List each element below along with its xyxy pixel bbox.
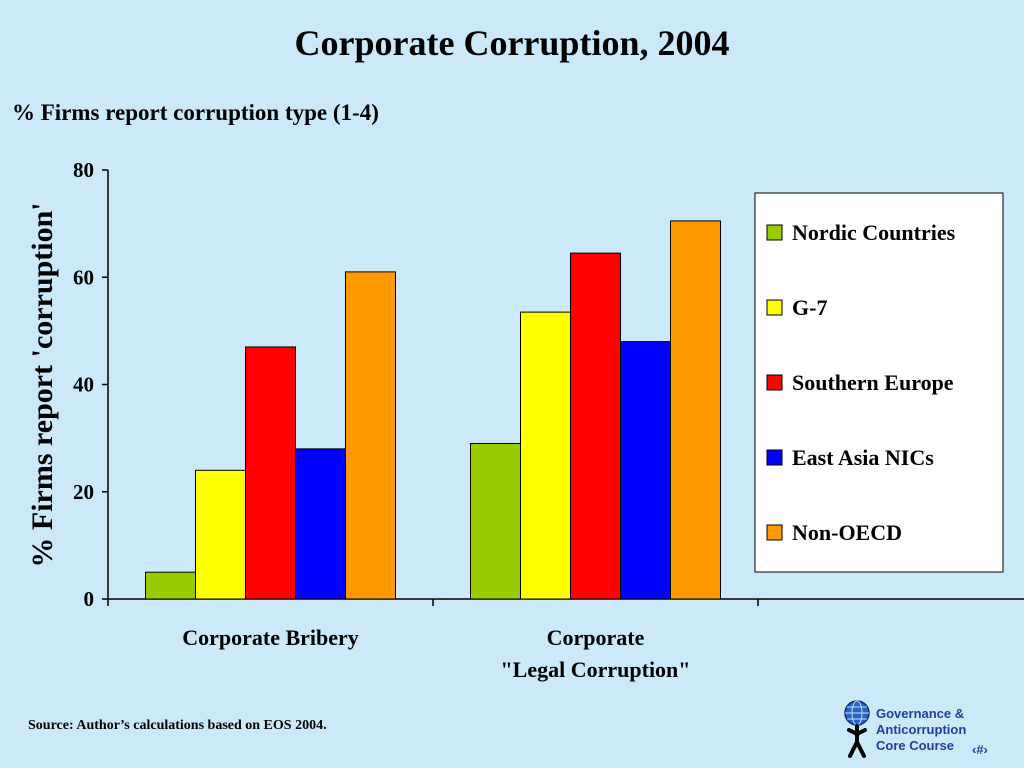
bar (520, 311, 571, 600)
logo-text: Governance & Anticorruption Core Course (876, 706, 966, 754)
x-category-label: Corporate (547, 625, 645, 650)
bar (470, 442, 521, 600)
y-tick-label: 0 (84, 587, 95, 611)
bar (670, 220, 721, 600)
bar (195, 469, 246, 600)
chart-title: Corporate Corruption, 2004 (294, 23, 730, 63)
globe-logo-icon (844, 700, 870, 758)
y-tick-label: 20 (73, 480, 94, 504)
legend (754, 192, 1004, 573)
y-tick-label: 80 (73, 158, 94, 182)
y-tick-label: 60 (73, 265, 94, 289)
bar (570, 252, 621, 600)
legend-swatch (766, 374, 783, 391)
bar (345, 271, 396, 600)
bar (295, 448, 346, 600)
logo-line-3: Core Course (876, 738, 955, 753)
x-category-label: "Legal Corruption" (500, 657, 690, 682)
legend-swatch (766, 524, 783, 541)
chart-subtitle: % Firms report corruption type (1-4) (12, 100, 379, 125)
bar (145, 571, 196, 600)
bar (245, 346, 296, 600)
legend-label: Non-OECD (792, 520, 902, 545)
legend-swatch (766, 449, 783, 466)
x-category-label: Corporate Bribery (182, 625, 359, 650)
source-note: Source: Author’s calculations based on E… (28, 718, 327, 733)
bar (620, 341, 671, 600)
page-number: ‹#› (972, 742, 988, 757)
legend-swatch (766, 224, 783, 241)
y-axis-title: % Firms report 'corruption' (26, 202, 59, 567)
legend-label: Southern Europe (792, 370, 954, 395)
bar-chart: 0 20 40 60 80 % Firms report 'corruption' Corp… (26, 158, 1024, 682)
legend-label: Nordic Countries (792, 220, 956, 245)
legend-label: G-7 (792, 295, 827, 320)
legend-swatch (766, 299, 783, 316)
logo-line-1: Governance & (876, 706, 965, 721)
legend-label: East Asia NICs (792, 445, 934, 470)
logo-line-2: Anticorruption (876, 722, 967, 737)
y-tick-label: 40 (73, 373, 94, 397)
